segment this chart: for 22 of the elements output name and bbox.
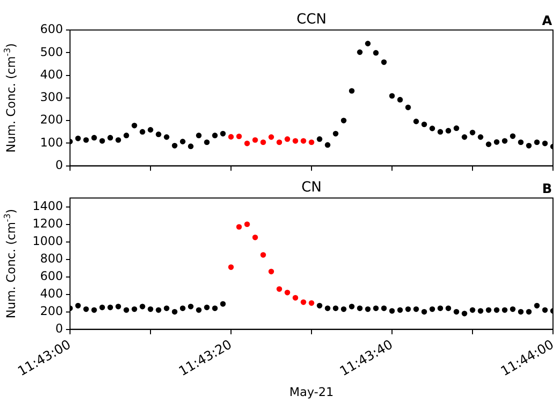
y-axis-title: Num. Conc. (cm-3) xyxy=(2,43,18,153)
y-tick-label: 0 xyxy=(55,321,63,336)
y-tick-label: 1000 xyxy=(32,234,63,248)
y-tick-label: 600 xyxy=(40,22,63,36)
text: B xyxy=(542,182,552,197)
y-tick-label: 1400 xyxy=(32,198,63,213)
x-axis-title: May-21 xyxy=(289,385,334,400)
y-tick-label: 1200 xyxy=(32,216,63,230)
y-tick-label: 200 xyxy=(40,112,63,127)
y-tick-label: 200 xyxy=(40,304,63,318)
chart-title: CCN xyxy=(296,12,327,28)
y-tick-label: 800 xyxy=(40,251,63,266)
y-tick-label: 400 xyxy=(40,286,63,300)
y-tick-label: 400 xyxy=(40,67,63,82)
y-tick-label: 300 xyxy=(40,90,63,104)
y-tick-label: 600 xyxy=(40,268,63,283)
y-tick-label: 500 xyxy=(40,44,63,59)
y-axis-title: Num. Conc. (cm-3) xyxy=(2,208,18,318)
y-tick-label: 0 xyxy=(55,158,63,172)
chart-title: CN xyxy=(301,180,322,196)
text: A xyxy=(542,14,552,29)
y-tick-label: 100 xyxy=(40,135,63,150)
